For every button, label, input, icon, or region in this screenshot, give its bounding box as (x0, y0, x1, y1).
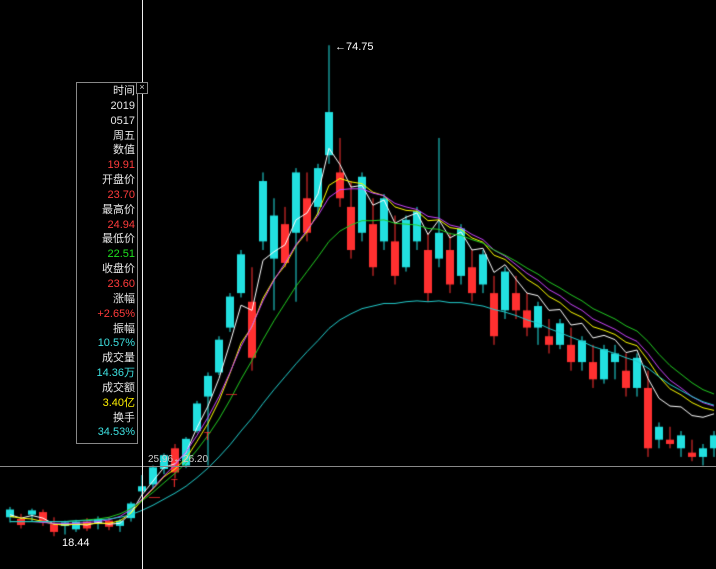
label-time: 时间 (79, 84, 135, 99)
value-weekday: 周五 (79, 129, 135, 144)
price-label-line: 25.96←26.20 (148, 454, 208, 465)
label-open: 开盘价 (79, 173, 135, 188)
close-icon[interactable]: × (136, 82, 148, 94)
value-low: 22.51 (79, 247, 135, 262)
price-label-low: 18.44 (62, 537, 90, 549)
value-date: 0517 (79, 114, 135, 129)
value-amp: 10.57% (79, 336, 135, 351)
value-value: 19.91 (79, 158, 135, 173)
value-year: 2019 (79, 99, 135, 114)
value-chg: +2.65% (79, 307, 135, 322)
label-close: 收盘价 (79, 262, 135, 277)
label-amp: 振幅 (79, 322, 135, 337)
value-open: 23.70 (79, 188, 135, 203)
value-amt: 3.40亿 (79, 396, 135, 411)
value-turn: 34.53% (79, 425, 135, 440)
label-turn: 换手 (79, 411, 135, 426)
label-value: 数值 (79, 143, 135, 158)
value-close: 23.60 (79, 277, 135, 292)
label-chg: 涨幅 (79, 292, 135, 307)
label-amt: 成交额 (79, 381, 135, 396)
label-high: 最高价 (79, 203, 135, 218)
price-label-high: ←74.75 (335, 41, 374, 53)
value-vol: 14.36万 (79, 366, 135, 381)
crosshair-horizontal (0, 466, 716, 467)
info-panel: × 时间 2019 0517 周五 数值 19.91 开盘价 23.70 最高价… (76, 82, 138, 444)
label-vol: 成交量 (79, 351, 135, 366)
label-low: 最低价 (79, 232, 135, 247)
chart-window: ←74.75 18.44 25.96←26.20 × 时间 2019 0517 … (0, 0, 716, 569)
value-high: 24.94 (79, 218, 135, 233)
